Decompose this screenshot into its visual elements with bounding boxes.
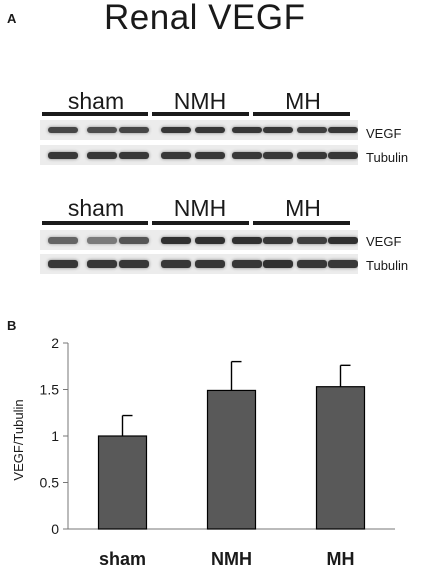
panel-b-label: B: [7, 318, 17, 333]
blot2-row-label-tubulin: Tubulin: [366, 258, 409, 273]
blot-band: [232, 127, 262, 133]
blot2-group-mh: MH: [285, 195, 321, 221]
blot1-vegf-strip: [40, 120, 358, 140]
blot1-row-label-vegf: VEGF: [366, 126, 402, 141]
blot2-row-label-vegf: VEGF: [366, 234, 402, 249]
blot-band: [48, 151, 78, 159]
bar: [97, 435, 148, 530]
blot-band: [232, 151, 262, 159]
blot-band: [195, 151, 225, 159]
y-tick-label: 2: [51, 335, 59, 351]
blot-band: [48, 260, 78, 268]
blot-band: [297, 236, 327, 244]
blot1-group-line-nmh: [152, 112, 249, 116]
blot-band: [161, 127, 191, 133]
blot2-vegf-strip: [40, 230, 358, 250]
blot-band: [195, 260, 225, 268]
y-tick-label: 0: [51, 521, 59, 537]
blot-band: [328, 236, 358, 244]
blot-band: [87, 151, 117, 159]
blot1-group-line-mh: [253, 112, 350, 116]
blot2-group-line-sham: [42, 221, 148, 225]
blot-band: [87, 236, 117, 244]
blot1-group-nmh: NMH: [173, 88, 227, 114]
blot-band: [297, 151, 327, 159]
blot-band: [87, 127, 117, 133]
blot-band: [195, 236, 225, 244]
blot2-group-line-nmh: [152, 221, 249, 225]
blot-band: [297, 260, 327, 268]
x-tick-label: NMH: [211, 549, 252, 569]
blot2-group-line-mh: [253, 221, 350, 225]
blot-band: [48, 236, 78, 244]
blot-band: [161, 151, 191, 159]
y-tick-label: 1.5: [40, 382, 60, 398]
blot1-group-line-sham: [42, 112, 148, 116]
blot-band: [87, 260, 117, 268]
blot-band: [161, 236, 191, 244]
y-axis-label: VEGF/Tubulin: [11, 399, 26, 480]
blot-band: [48, 127, 78, 133]
bar: [206, 389, 257, 530]
blot-band: [328, 127, 358, 133]
blot-band: [263, 260, 293, 268]
blot-band: [232, 260, 262, 268]
x-tick-label: sham: [99, 549, 146, 569]
blot-band: [328, 151, 358, 159]
blot-band: [119, 127, 149, 133]
blot-band: [263, 151, 293, 159]
blot1-tubulin-strip: [40, 145, 358, 165]
blot2-tubulin-strip: [40, 254, 358, 274]
blot2-group-nmh: NMH: [173, 195, 227, 221]
panel-a-label: A: [7, 11, 17, 26]
blot1-group-sham: sham: [67, 88, 125, 114]
blot-band: [119, 236, 149, 244]
blot-band: [119, 260, 149, 268]
blot1-group-mh: MH: [285, 88, 321, 114]
y-tick-label: 0.5: [40, 475, 60, 491]
blot1-row-label-tubulin: Tubulin: [366, 150, 409, 165]
blot-band: [161, 260, 191, 268]
y-tick-label: 1: [51, 428, 59, 444]
blot-band: [297, 127, 327, 133]
blot-band: [195, 127, 225, 133]
blot-band: [263, 127, 293, 133]
x-tick-label: MH: [327, 549, 355, 569]
blot-band: [119, 151, 149, 159]
blot2-group-sham: sham: [67, 195, 125, 221]
figure-title: Renal VEGF: [104, 0, 306, 37]
blot-band: [232, 236, 262, 244]
bar: [315, 386, 366, 530]
blot-band: [263, 236, 293, 244]
blot-band: [328, 260, 358, 268]
